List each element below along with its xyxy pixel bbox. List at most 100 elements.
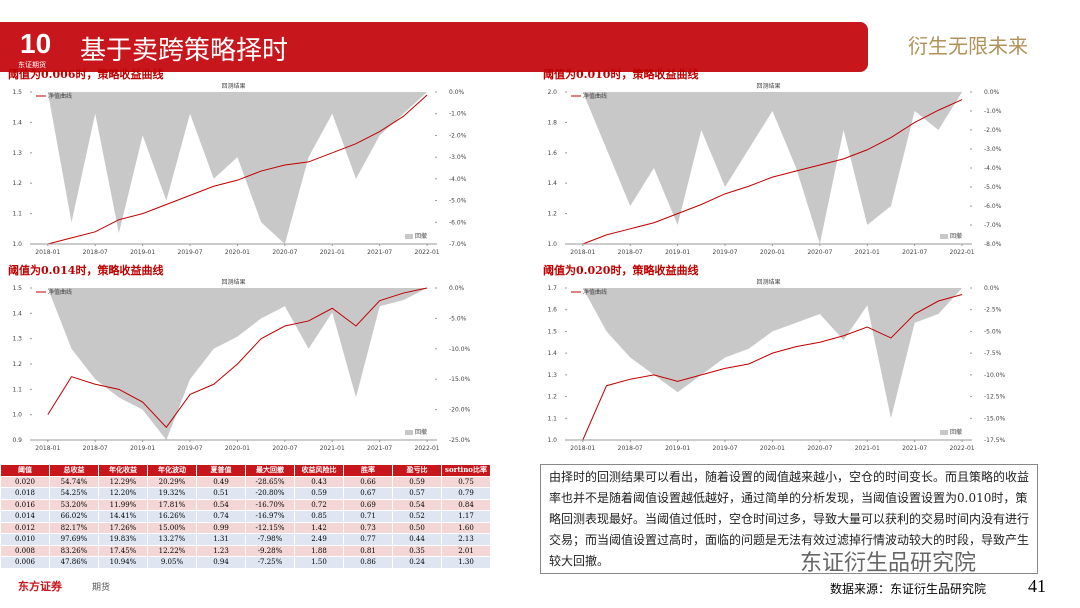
y2-tick-label: -2.0% bbox=[449, 132, 467, 139]
cell: -7.98% bbox=[245, 533, 295, 546]
y2-tick-label: -5.0% bbox=[984, 328, 1002, 335]
x-tick-label: 2022-01 bbox=[415, 249, 440, 256]
cell: 12.20% bbox=[98, 487, 148, 500]
y-tick-label: 1.2 bbox=[12, 180, 22, 187]
chart-title: 阈值为0.010时，策略收益曲线 bbox=[543, 67, 698, 81]
x-tick-label: 2020-07 bbox=[807, 445, 832, 452]
x-tick-label: 2021-01 bbox=[855, 249, 880, 256]
cell: 16.26% bbox=[147, 510, 197, 523]
y2-tick-label: -20.0% bbox=[449, 407, 471, 414]
x-tick-label: 2018-01 bbox=[35, 445, 60, 452]
y2-tick-label: -8.0% bbox=[984, 241, 1002, 248]
cell: 0.74 bbox=[196, 510, 246, 523]
x-tick-label: 2018-01 bbox=[570, 445, 595, 452]
legend-swatch bbox=[405, 234, 413, 239]
y2-tick-label: 0.0% bbox=[449, 89, 465, 96]
cell: 53.20% bbox=[49, 498, 99, 511]
y2-tick-label: -15.0% bbox=[984, 415, 1006, 422]
cell: 0.35 bbox=[392, 544, 442, 557]
cell: 11.99% bbox=[98, 498, 148, 511]
page-number: 41 bbox=[1028, 576, 1046, 596]
cell: 83.26% bbox=[49, 544, 99, 557]
cell: -16.70% bbox=[245, 498, 295, 511]
y2-tick-label: -6.0% bbox=[449, 219, 467, 226]
y-tick-label: 1.4 bbox=[12, 310, 22, 317]
x-tick-label: 2020-01 bbox=[760, 249, 785, 256]
cell: 0.012 bbox=[0, 521, 50, 534]
legend-label: 净值曲线 bbox=[583, 92, 607, 100]
header-cell: 年化收益 bbox=[98, 464, 148, 477]
x-tick-label: 2021-01 bbox=[320, 249, 345, 256]
legend-label: 净值曲线 bbox=[48, 92, 72, 100]
y-tick-label: 1.1 bbox=[12, 386, 22, 393]
x-tick-label: 2021-07 bbox=[367, 249, 392, 256]
cell: 0.51 bbox=[196, 487, 246, 500]
cell: 82.17% bbox=[49, 521, 99, 534]
y2-tick-label: -5.0% bbox=[449, 198, 467, 205]
cell: -9.28% bbox=[245, 544, 295, 557]
cell: -12.15% bbox=[245, 521, 295, 534]
y-tick-label: 1.2 bbox=[547, 394, 557, 401]
cell: 1.60 bbox=[441, 521, 491, 534]
cell: 47.86% bbox=[49, 556, 99, 569]
cell: 0.86 bbox=[343, 556, 393, 569]
legend-label: 回撤 bbox=[415, 232, 427, 240]
y2-tick-label: -5.0% bbox=[449, 315, 467, 322]
cell: 17.26% bbox=[98, 521, 148, 534]
x-tick-label: 2021-07 bbox=[902, 249, 927, 256]
nav-line bbox=[47, 287, 428, 429]
x-tick-label: 2020-01 bbox=[225, 445, 250, 452]
y-tick-label: 2.0 bbox=[547, 89, 557, 96]
y2-tick-label: -7.0% bbox=[449, 241, 467, 248]
logo-sub: 东证期货 bbox=[18, 61, 46, 69]
y-tick-label: 1.1 bbox=[12, 211, 22, 218]
chart-subtitle: 回测结果 bbox=[221, 278, 245, 286]
cell: 0.010 bbox=[0, 533, 50, 546]
cell: 0.77 bbox=[343, 533, 393, 546]
y2-tick-label: -10.0% bbox=[984, 372, 1006, 379]
x-tick-label: 2018-07 bbox=[618, 249, 643, 256]
cell: 0.020 bbox=[0, 475, 50, 488]
cell: 0.014 bbox=[0, 510, 50, 523]
header-cell: 夏普值 bbox=[196, 464, 246, 477]
header-cell: 胜率 bbox=[343, 464, 393, 477]
table: 阈值 总收益 年化收益 年化波动 夏普值 最大回撤 收益风险比 胜率 盈亏比 sortino比率 0… bbox=[0, 464, 491, 569]
y2-tick-label: -7.5% bbox=[984, 350, 1002, 357]
cell: -20.80% bbox=[245, 487, 295, 500]
x-tick-label: 2020-01 bbox=[760, 445, 785, 452]
x-tick-label: 2019-07 bbox=[713, 445, 738, 452]
legend-label: 回撤 bbox=[415, 428, 427, 436]
x-tick-label: 2018-07 bbox=[83, 249, 108, 256]
title: 基于卖跨策略择时 bbox=[80, 36, 289, 66]
cell: 0.99 bbox=[196, 521, 246, 534]
cell: 1.23 bbox=[196, 544, 246, 557]
y2-tick-label: 0.0% bbox=[449, 285, 465, 292]
cell: 12.22% bbox=[147, 544, 197, 557]
y-tick-label: 1.2 bbox=[12, 361, 22, 368]
cell: 0.71 bbox=[343, 510, 393, 523]
y-tick-label: 1.4 bbox=[547, 180, 557, 187]
cell: 17.45% bbox=[98, 544, 148, 557]
y-tick-label: 1.4 bbox=[547, 350, 557, 357]
cell: -28.65% bbox=[245, 475, 295, 488]
y2-tick-label: 0.0% bbox=[984, 285, 1000, 292]
x-tick-label: 2018-07 bbox=[618, 445, 643, 452]
cell: 1.42 bbox=[294, 521, 344, 534]
cell: 14.41% bbox=[98, 510, 148, 523]
y2-tick-label: -4.0% bbox=[449, 176, 467, 183]
cell: 0.50 bbox=[392, 521, 442, 534]
x-tick-label: 2022-01 bbox=[950, 445, 975, 452]
cell: 2.49 bbox=[294, 533, 344, 546]
cell: 10.94% bbox=[98, 556, 148, 569]
cell: 0.79 bbox=[441, 487, 491, 500]
y2-tick-label: -5.0% bbox=[984, 184, 1002, 191]
cell: 97.69% bbox=[49, 533, 99, 546]
cell: 0.57 bbox=[392, 487, 442, 500]
y-tick-label: 1.2 bbox=[547, 211, 557, 218]
y2-tick-label: -4.0% bbox=[984, 165, 1002, 172]
cell: 0.75 bbox=[441, 475, 491, 488]
y2-tick-label: -12.5% bbox=[984, 394, 1006, 401]
x-tick-label: 2021-07 bbox=[902, 445, 927, 452]
y-tick-label: 1.1 bbox=[547, 415, 557, 422]
y-tick-label: 1.5 bbox=[12, 285, 22, 292]
